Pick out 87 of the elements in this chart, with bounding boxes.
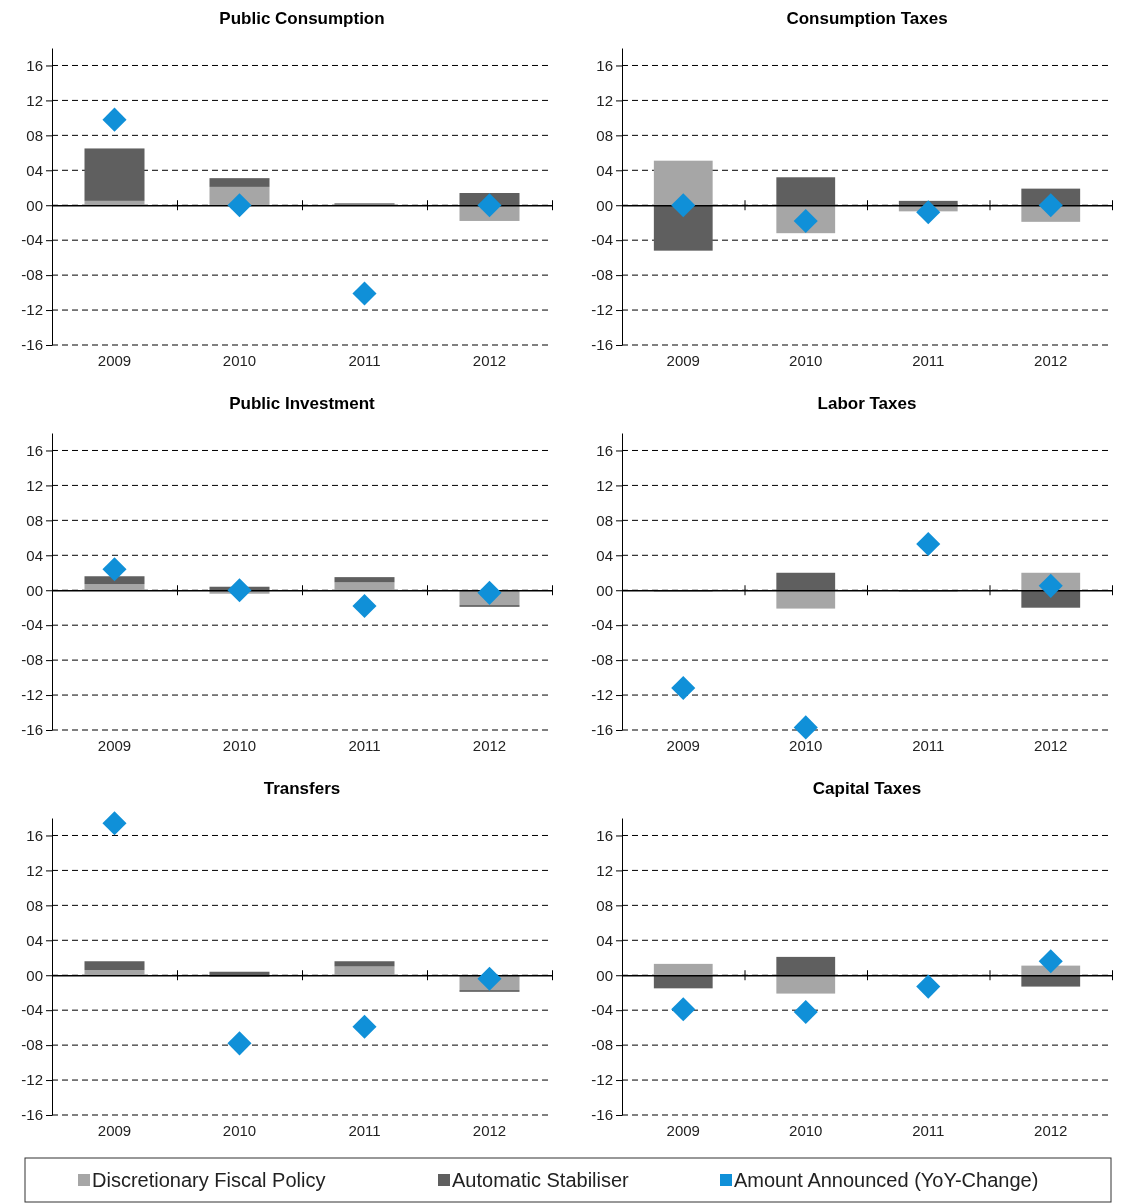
y-tick-label: -08	[591, 266, 613, 284]
x-tick-label: 2012	[472, 1122, 507, 1139]
y-tick-label: 04	[26, 546, 43, 564]
chart-title: Consumption Taxes	[786, 9, 948, 28]
x-tick-label: 2012	[1034, 737, 1068, 754]
y-tick-label: 00	[596, 966, 613, 984]
x-tick-label: 2009	[666, 1122, 700, 1139]
chart-title: Public Consumption	[219, 9, 385, 28]
x-tick-label: 2012	[1034, 1122, 1068, 1139]
x-tick-label: 2010	[222, 737, 257, 754]
y-tick-label: 08	[26, 511, 43, 529]
x-tick-label: 2009	[97, 352, 132, 369]
y-tick-label: 12	[596, 861, 613, 879]
y-tick-label: -12	[21, 301, 43, 319]
x-tick-label: 2009	[666, 352, 700, 369]
y-tick-label: -12	[591, 1071, 613, 1089]
y-tick-label: 08	[596, 511, 613, 529]
chart-title: Labor Taxes	[817, 394, 917, 413]
chart-title: Public Investment	[229, 394, 376, 413]
y-tick-label: -08	[21, 266, 43, 284]
legend-label: Discretionary Fiscal Policy	[92, 1169, 326, 1191]
y-tick-label: -16	[21, 336, 43, 354]
x-tick-label: 2011	[912, 737, 945, 754]
y-tick-label: 12	[596, 476, 613, 494]
y-tick-label: -08	[591, 1036, 613, 1054]
y-tick-label: -16	[591, 1106, 613, 1124]
y-tick-label: 12	[26, 91, 43, 109]
y-tick-label: 16	[596, 826, 613, 844]
y-tick-label: 16	[26, 441, 43, 459]
x-tick-label: 2010	[222, 352, 257, 369]
y-tick-label: -08	[21, 651, 43, 669]
y-tick-label: 04	[26, 931, 43, 949]
y-tick-label: 12	[596, 91, 613, 109]
y-tick-label: -12	[591, 301, 613, 319]
y-tick-label: 16	[596, 56, 613, 74]
y-tick-label: 00	[26, 196, 43, 214]
y-tick-label: -04	[591, 1001, 613, 1019]
chart-title: Transfers	[263, 779, 341, 798]
y-tick-label: -16	[591, 336, 613, 354]
y-tick-label: 16	[26, 56, 43, 74]
y-tick-label: -04	[21, 1001, 43, 1019]
y-tick-label: -12	[21, 686, 43, 704]
x-tick-label: 2012	[472, 352, 507, 369]
y-tick-label: 04	[26, 161, 43, 179]
y-tick-label: -16	[21, 1106, 43, 1124]
x-tick-label: 2011	[912, 1122, 945, 1139]
y-tick-label: -12	[591, 686, 613, 704]
y-tick-label: -04	[591, 616, 613, 634]
x-tick-label: 2011	[348, 352, 381, 369]
y-tick-label: 08	[26, 896, 43, 914]
x-tick-label: 2010	[789, 352, 823, 369]
y-tick-label: 00	[26, 581, 43, 599]
x-tick-label: 2010	[222, 1122, 257, 1139]
y-tick-label: -04	[591, 231, 613, 249]
y-tick-label: -12	[21, 1071, 43, 1089]
y-tick-label: 00	[596, 196, 613, 214]
y-tick-label: 04	[596, 161, 613, 179]
y-tick-label: 12	[26, 861, 43, 879]
x-tick-label: 2011	[348, 1122, 381, 1139]
x-tick-label: 2012	[1034, 352, 1068, 369]
x-tick-label: 2010	[789, 737, 823, 754]
x-tick-label: 2011	[912, 352, 945, 369]
legend-label: Amount Announced (YoY-Change)	[734, 1169, 1039, 1191]
x-tick-label: 2009	[666, 737, 700, 754]
x-tick-label: 2010	[789, 1122, 823, 1139]
x-tick-label: 2009	[97, 1122, 132, 1139]
y-tick-label: 08	[26, 126, 43, 144]
y-tick-label: 16	[26, 826, 43, 844]
y-tick-label: 12	[26, 476, 43, 494]
y-tick-label: 08	[596, 126, 613, 144]
y-tick-label: 04	[596, 931, 613, 949]
y-tick-label: 00	[596, 581, 613, 599]
y-tick-label: 16	[596, 441, 613, 459]
y-tick-label: 00	[26, 966, 43, 984]
y-tick-label: -16	[21, 721, 43, 739]
y-tick-label: -16	[591, 721, 613, 739]
x-tick-label: 2009	[97, 737, 132, 754]
chart-title: Capital Taxes	[812, 779, 922, 798]
y-tick-label: -08	[591, 651, 613, 669]
legend-label: Automatic Stabiliser	[452, 1169, 630, 1191]
y-tick-label: -04	[21, 616, 43, 634]
y-tick-label: -08	[21, 1036, 43, 1054]
y-tick-label: 08	[596, 896, 613, 914]
x-tick-label: 2011	[348, 737, 381, 754]
x-tick-label: 2012	[472, 737, 507, 754]
y-tick-label: -04	[21, 231, 43, 249]
y-tick-label: 04	[596, 546, 613, 564]
